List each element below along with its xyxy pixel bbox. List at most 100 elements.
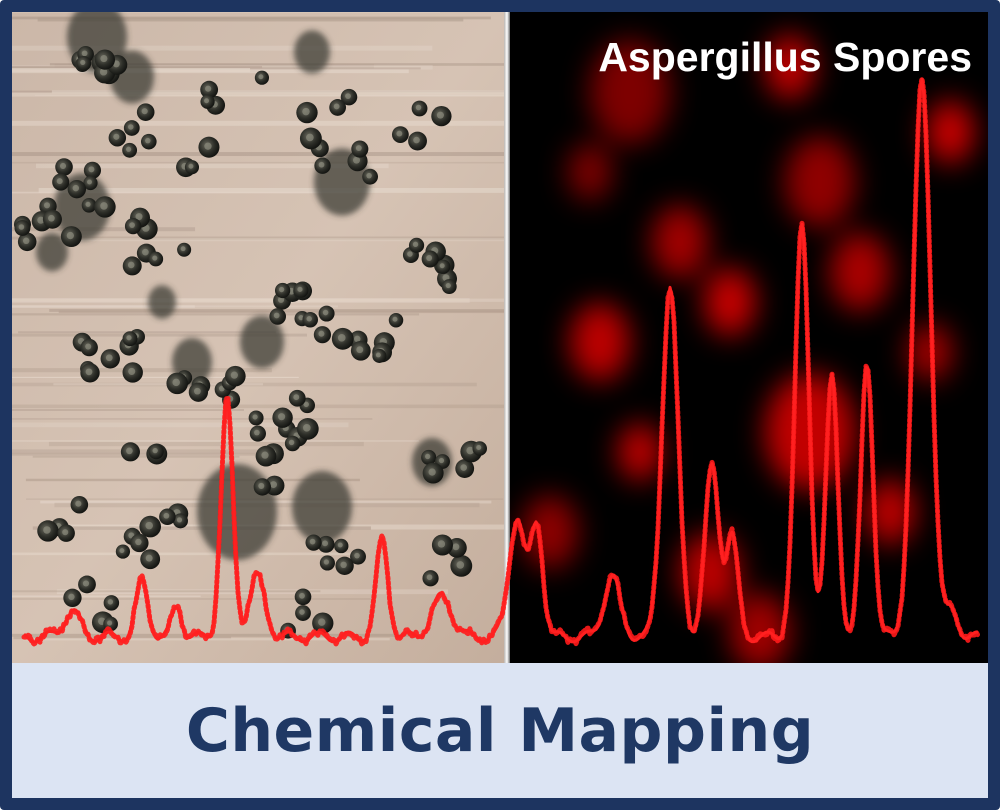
spore-cluster: [78, 575, 96, 594]
spore-cluster: [269, 308, 286, 325]
spore-cluster: [83, 175, 98, 191]
spore-cluster: [335, 556, 354, 575]
spore-cluster: [455, 459, 475, 478]
spore-cluster: [225, 365, 246, 387]
spore-cluster: [52, 173, 70, 191]
spore-cluster: [123, 120, 140, 136]
spore-cluster: [140, 133, 157, 150]
spore-cluster: [139, 515, 162, 538]
spore-cluster: [431, 534, 453, 556]
spore-cluster: [108, 129, 127, 147]
spore-cluster: [441, 279, 457, 295]
spore-cluster: [94, 196, 116, 218]
spore-cluster: [421, 449, 437, 466]
spore-cluster: [83, 161, 102, 179]
image-title: Aspergillus Spores: [598, 34, 972, 80]
spore-cluster: [63, 588, 82, 608]
spore-cluster: [293, 282, 309, 298]
chemical-map: Aspergillus Spores: [510, 12, 988, 663]
spore-cluster: [329, 99, 347, 116]
spore-cluster: [421, 250, 439, 268]
spore-cluster: [319, 555, 335, 571]
spore-cluster: [317, 535, 335, 553]
spore-cluster: [350, 548, 366, 565]
spore-cluster: [94, 49, 116, 70]
spore-cluster: [314, 157, 331, 174]
caption-bar: Chemical Mapping: [12, 663, 988, 798]
spore-cluster: [80, 338, 98, 357]
spore-cluster: [81, 197, 97, 213]
spore-cluster: [115, 544, 131, 559]
chemical-map-svg: [510, 12, 988, 663]
spectrum-trace: [21, 76, 981, 648]
spore-cluster: [200, 80, 219, 99]
spore-cluster: [305, 534, 322, 551]
spore-cluster: [76, 55, 92, 71]
spore-cluster: [391, 126, 409, 143]
spore-cluster: [124, 217, 142, 235]
spore-cluster: [67, 179, 87, 199]
spore-cluster: [122, 142, 138, 158]
spore-cluster: [288, 389, 306, 407]
spectrum-fit: [22, 77, 978, 644]
optical-micrograph: [12, 12, 504, 663]
spore-cluster: [177, 242, 192, 257]
spore-cluster: [140, 549, 161, 570]
spore-cluster: [136, 103, 155, 121]
spore-cluster: [122, 256, 142, 276]
spore-cluster: [159, 508, 176, 526]
panel-divider: [504, 12, 510, 663]
spore-cluster: [198, 136, 220, 158]
spore-cluster: [42, 209, 62, 229]
spore-cluster: [299, 127, 322, 150]
spore-cluster: [302, 311, 318, 328]
spore-cluster: [331, 327, 354, 350]
spore-cluster: [200, 94, 215, 109]
spore-cluster: [312, 612, 334, 634]
spore-cluster: [296, 417, 319, 440]
spore-cluster: [422, 462, 444, 484]
spore-cluster: [284, 435, 301, 452]
spore-cluster: [340, 88, 358, 106]
spore-cluster: [450, 554, 473, 577]
spectrum-measured: [21, 76, 981, 648]
spore-cluster: [362, 168, 379, 185]
spore-cluster: [351, 140, 369, 158]
spore-cluster: [255, 445, 277, 467]
spore-cluster: [296, 101, 318, 124]
spore-cluster: [100, 349, 120, 369]
spore-cluster: [334, 538, 349, 554]
spore-cluster: [318, 305, 335, 322]
spore-cluster: [372, 348, 387, 363]
spore-cluster: [122, 331, 138, 347]
spore-cluster: [249, 425, 266, 442]
spore-cluster: [103, 595, 120, 611]
spore-cluster: [388, 313, 404, 328]
caption-title: Chemical Mapping: [185, 695, 815, 766]
spore-cluster: [70, 495, 89, 514]
spore-cluster: [272, 407, 293, 428]
spore-cluster: [472, 441, 487, 456]
spore-cluster: [254, 70, 270, 85]
spore-cluster: [295, 605, 311, 621]
spore-cluster: [411, 100, 428, 117]
spore-cluster: [294, 588, 312, 606]
spore-cluster: [17, 232, 37, 252]
spore-cluster: [188, 382, 209, 402]
spore-cluster: [274, 282, 291, 299]
spore-cluster: [350, 340, 371, 361]
spore-cluster: [55, 158, 73, 176]
spore-cluster: [408, 237, 425, 253]
spore-cluster: [120, 442, 140, 462]
spore-cluster: [172, 513, 188, 529]
spore-cluster: [313, 326, 332, 344]
spore-cluster: [184, 160, 200, 175]
spore-cluster: [122, 362, 143, 383]
spore-cluster: [422, 570, 439, 587]
spore-cluster: [148, 251, 164, 267]
spore-cluster: [14, 220, 31, 236]
spore-cluster: [436, 259, 451, 274]
spore-cluster: [248, 410, 264, 426]
spore-cluster: [253, 478, 271, 496]
